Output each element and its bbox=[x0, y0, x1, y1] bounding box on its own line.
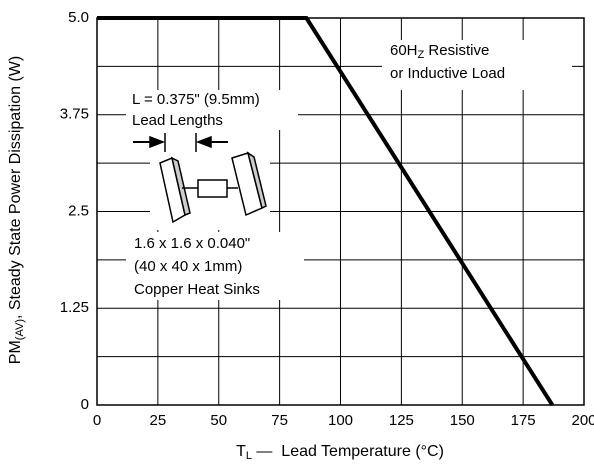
x-tick-label: 125 bbox=[389, 412, 414, 429]
x-tick-label: 75 bbox=[271, 412, 288, 429]
annotation-text: 60H bbox=[390, 42, 418, 59]
annotation: 60HZ Resistive bbox=[390, 42, 489, 61]
x-axis-label-text: T bbox=[236, 443, 246, 460]
annotation: (40 x 40 x 1mm) bbox=[134, 258, 242, 275]
annotation: or Inductive Load bbox=[390, 65, 505, 82]
y-tick-label: 2.5 bbox=[68, 202, 89, 219]
y-axis-label-text: PM bbox=[7, 340, 24, 364]
x-tick-label: 50 bbox=[210, 412, 227, 429]
y-axis-label: PM(AV), Steady State Power Dissipation (… bbox=[7, 56, 26, 364]
x-axis-label-text: — Lead Temperature (°C) bbox=[252, 443, 444, 460]
x-tick-label: 200 bbox=[571, 412, 594, 429]
annotation: L = 0.375" (9.5mm) bbox=[132, 91, 260, 108]
x-tick-label: 100 bbox=[328, 412, 353, 429]
y-tick-label: 5.0 bbox=[68, 9, 89, 26]
y-tick-label: 1.25 bbox=[60, 299, 89, 316]
annotation: Copper Heat Sinks bbox=[134, 281, 260, 298]
annotation: Lead Lengths bbox=[132, 112, 223, 129]
annotation-text: Resistive bbox=[424, 42, 489, 59]
x-tick-label: 25 bbox=[150, 412, 167, 429]
chart: 60HZ Resistive or Inductive Load L = 0.3… bbox=[0, 0, 594, 468]
y-axis-label-text: , Steady State Power Dissipation (W) bbox=[7, 56, 24, 319]
y-axis-label-sub: (AV) bbox=[14, 319, 26, 340]
x-tick-label: 150 bbox=[450, 412, 475, 429]
x-axis-label: TL — Lead Temperature (°C) bbox=[236, 443, 444, 462]
y-tick-label: 3.75 bbox=[60, 106, 89, 123]
annotation: 1.6 x 1.6 x 0.040" bbox=[134, 235, 250, 252]
y-tick-label: 0 bbox=[81, 396, 89, 413]
lead-diagram bbox=[133, 130, 270, 230]
x-tick-label: 175 bbox=[511, 412, 536, 429]
x-tick-label: 0 bbox=[93, 412, 101, 429]
